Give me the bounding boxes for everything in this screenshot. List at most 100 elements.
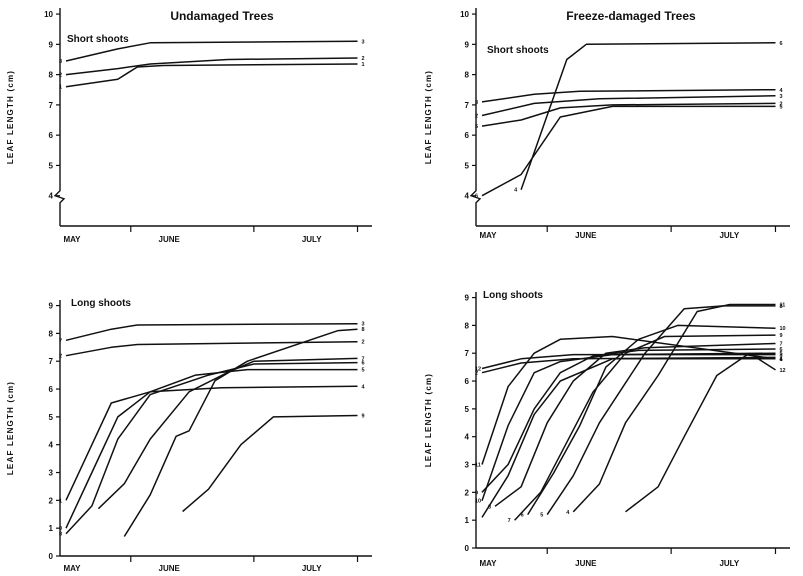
series-line [572, 303, 776, 513]
y-tick-label: 3 [49, 469, 54, 478]
panel-subtitle: Long shoots [71, 298, 131, 309]
series-line [481, 88, 776, 103]
series-line [65, 340, 358, 357]
y-tick-label: 2 [49, 496, 54, 505]
y-axis-label: LEAF LENGTH (cm) [424, 373, 433, 467]
y-tick-label: 5 [465, 405, 470, 414]
y-axis-label: LEAF LENGTH (cm) [6, 381, 15, 475]
y-tick-label: 9 [49, 40, 54, 49]
series-start-label: 1 [59, 498, 62, 504]
series-end-label: 4 [362, 384, 366, 390]
series-end-label: 9 [779, 333, 782, 339]
series-line [527, 324, 776, 515]
y-axis-label: LEAF LENGTH (cm) [6, 70, 15, 164]
series-end-label: 6 [362, 361, 365, 367]
month-label: JUNE [575, 559, 597, 568]
series-start-label: 5 [475, 124, 478, 130]
series-start-label: 10 [475, 499, 481, 505]
y-tick-label: 9 [49, 302, 54, 311]
y-tick-label: 4 [49, 441, 54, 450]
panel-subtitle: Long shoots [483, 290, 543, 301]
series-end-label: 1 [362, 62, 365, 68]
y-tick-label: 9 [465, 294, 470, 303]
series-end-label: 11 [779, 303, 785, 309]
y-tick-label: 7 [465, 101, 470, 110]
series-line [514, 334, 776, 521]
series-line [481, 95, 776, 117]
series-line [481, 105, 776, 197]
series-line [65, 40, 358, 62]
series-line [481, 348, 776, 493]
series-end-label: 9 [362, 413, 365, 419]
series-start-label: 8 [59, 532, 62, 538]
panel-subtitle: Short shoots [487, 45, 549, 56]
series-end-label: 2 [362, 340, 365, 346]
y-tick-label: 7 [49, 357, 54, 366]
series-end-label: 4 [779, 88, 783, 94]
month-label: MAY [63, 235, 81, 244]
series-start-label: 3 [59, 59, 62, 65]
series-line [123, 328, 358, 537]
y-tick-label: 2 [465, 488, 470, 497]
y-tick-label: 6 [465, 131, 470, 140]
panel-title: Freeze-damaged Trees [566, 9, 696, 23]
series-start-label: 0 [59, 526, 62, 532]
series-start-label: 3 [475, 100, 478, 106]
series-end-label: 2 [779, 101, 782, 107]
series-start-label: 1 [59, 85, 62, 91]
series-line [97, 357, 358, 510]
series-start-label: 9 [475, 490, 478, 496]
series-start-label: 8 [488, 504, 491, 510]
series-start-label: 2 [59, 354, 62, 360]
series-start-label: 2 [475, 113, 478, 119]
y-tick-label: 1 [465, 516, 470, 525]
series-end-label: 5 [779, 104, 782, 110]
month-label: JUNE [159, 235, 181, 244]
y-tick-label: 8 [49, 329, 54, 338]
series-end-label: 8 [362, 327, 365, 333]
month-label: JULY [302, 235, 322, 244]
series-line [520, 42, 776, 190]
series-end-label: 7 [362, 356, 365, 362]
y-tick-label: 4 [465, 192, 470, 201]
series-start-label: 4 [566, 510, 570, 516]
series-start-label: 5 [540, 513, 543, 519]
month-label: JULY [302, 564, 322, 573]
y-tick-label: 3 [465, 461, 470, 470]
panel-title: Undamaged Trees [170, 9, 274, 23]
series-start-label: 12 [475, 367, 481, 373]
month-label: JUNE [159, 564, 181, 573]
y-tick-label: 8 [465, 71, 470, 80]
y-tick-label: 5 [465, 161, 470, 170]
series-end-label: 8 [779, 304, 782, 310]
series-line [65, 322, 358, 342]
y-tick-label: 9 [465, 40, 470, 49]
series-line [481, 335, 776, 465]
series-end-label: 4 [779, 357, 783, 363]
y-tick-label: 10 [460, 10, 469, 19]
series-start-label: 6 [521, 513, 524, 519]
series-end-label: 3 [362, 39, 365, 45]
series-start-label: 2 [475, 371, 478, 377]
series-line [481, 358, 776, 518]
y-axis-label: LEAF LENGTH (cm) [424, 70, 433, 164]
y-tick-label: 6 [49, 131, 54, 140]
y-tick-label: 5 [49, 413, 54, 422]
series-line [65, 385, 358, 501]
series-end-label: 7 [779, 341, 782, 347]
y-tick-label: 4 [49, 192, 54, 201]
series-start-label: 2 [59, 73, 62, 79]
series-start-label: 4 [514, 188, 518, 194]
y-tick-label: 5 [49, 161, 54, 170]
y-tick-label: 6 [465, 377, 470, 386]
series-end-label: 2 [779, 355, 782, 361]
series-end-label: 3 [779, 94, 782, 100]
series-line [182, 414, 358, 513]
y-tick-label: 7 [49, 101, 54, 110]
month-label: MAY [479, 559, 497, 568]
series-line [65, 63, 358, 88]
series-line [494, 342, 776, 507]
month-label: JUNE [575, 231, 597, 240]
series-end-label: 5 [362, 368, 365, 374]
y-tick-label: 4 [465, 433, 470, 442]
